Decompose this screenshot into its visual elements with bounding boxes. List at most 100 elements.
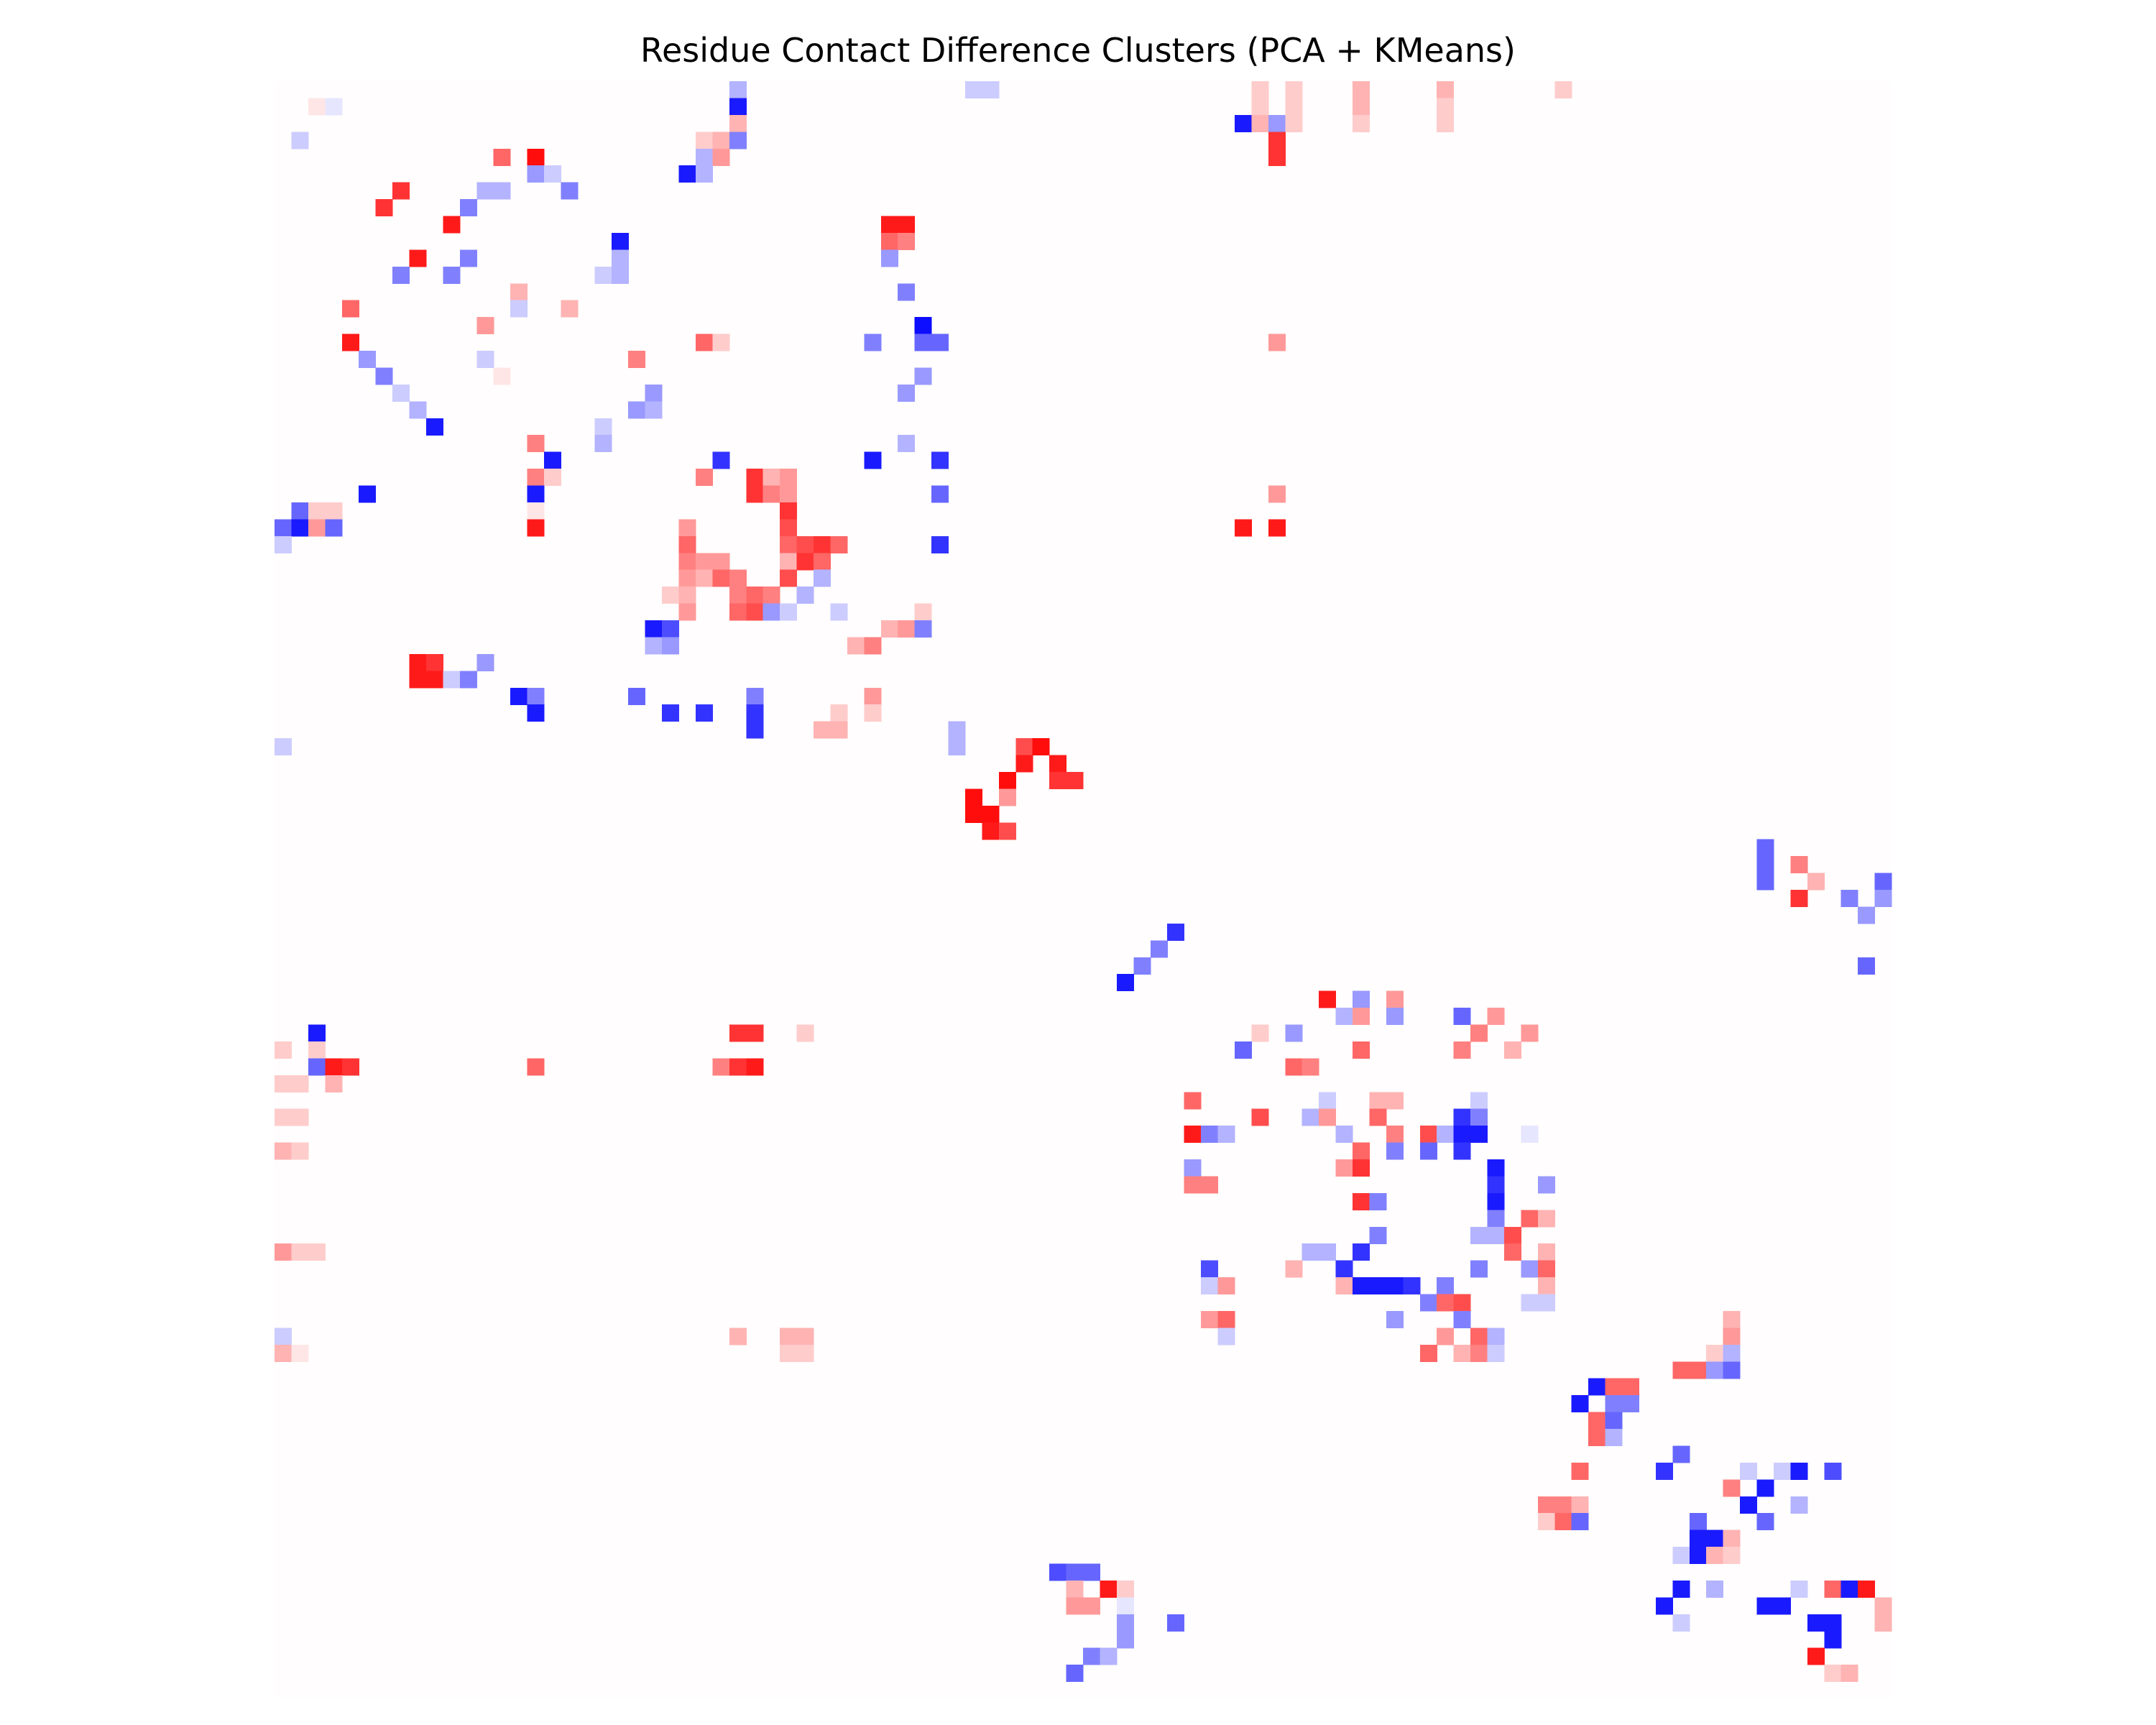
heatmap-cell	[527, 519, 545, 537]
heatmap-cell	[1100, 1647, 1118, 1665]
heatmap-cell	[1470, 1226, 1488, 1244]
heatmap-cell	[1841, 1580, 1858, 1598]
heatmap-cell	[729, 132, 747, 150]
heatmap-cell	[864, 451, 882, 469]
heatmap-cell	[628, 401, 646, 419]
heatmap-cell	[1353, 114, 1370, 132]
heatmap-cell	[291, 132, 309, 150]
heatmap-cell	[1116, 974, 1134, 992]
heatmap-cell	[898, 384, 916, 402]
heatmap-cell	[880, 232, 898, 250]
heatmap-cell	[1234, 519, 1252, 537]
heatmap-cell	[864, 334, 882, 351]
heatmap-cell	[1319, 1092, 1337, 1110]
heatmap-cell	[1116, 1631, 1134, 1649]
heatmap-cell	[1824, 1580, 1842, 1598]
heatmap-cell	[1756, 839, 1774, 857]
heatmap-cell	[1773, 1597, 1791, 1615]
heatmap-cell	[1234, 1041, 1252, 1059]
heatmap-cell	[982, 81, 1000, 99]
heatmap-cell	[1049, 1563, 1067, 1581]
heatmap-cell	[308, 1024, 326, 1042]
heatmap-cell	[1217, 1328, 1235, 1346]
heatmap-cell	[780, 603, 798, 621]
heatmap-cell	[712, 1058, 730, 1076]
heatmap-cell	[746, 586, 764, 604]
heatmap-cell	[1689, 1530, 1707, 1547]
heatmap-cell	[1453, 1108, 1471, 1126]
heatmap-cell	[1723, 1310, 1741, 1328]
heatmap-cell	[1790, 1580, 1808, 1598]
heatmap-cell	[1353, 1041, 1370, 1059]
heatmap-cell	[1251, 114, 1269, 132]
heatmap-cell	[1874, 1597, 1892, 1615]
heatmap-cell	[291, 1108, 309, 1126]
heatmap-cell	[1537, 1294, 1555, 1312]
heatmap-cell	[1521, 1260, 1539, 1278]
heatmap-cell	[1740, 1496, 1758, 1514]
heatmap-cell	[1268, 519, 1286, 537]
heatmap-cell	[1537, 1513, 1555, 1531]
heatmap-cell	[1453, 1344, 1471, 1362]
heatmap-cell	[510, 300, 528, 318]
heatmap-cell	[746, 485, 764, 503]
heatmap-cell	[1353, 1142, 1370, 1160]
heatmap-cell	[1858, 906, 1876, 924]
heatmap-cell	[1268, 334, 1286, 351]
heatmap-cell	[695, 553, 713, 571]
heatmap-cell	[1437, 81, 1455, 99]
heatmap-cell	[1824, 1462, 1842, 1480]
heatmap-cell	[982, 805, 1000, 823]
heatmap-cell	[1571, 1395, 1589, 1413]
heatmap-cell	[359, 485, 377, 503]
heatmap-cell	[1184, 1126, 1202, 1144]
heatmap-cell	[1756, 1513, 1774, 1531]
heatmap-cell	[1521, 1210, 1539, 1228]
heatmap-cell	[1470, 1260, 1488, 1278]
heatmap-cell	[1470, 1092, 1488, 1110]
heatmap-cell	[275, 1142, 292, 1160]
heatmap-cell	[1470, 1328, 1488, 1346]
heatmap-cell	[1487, 1210, 1505, 1228]
heatmap-cell	[1083, 1563, 1101, 1581]
heatmap-cell	[796, 586, 814, 604]
heatmap-cell	[1369, 1192, 1387, 1210]
heatmap-cell	[1268, 114, 1286, 132]
heatmap-cell	[1588, 1378, 1606, 1396]
heatmap-cell	[1487, 1192, 1505, 1210]
heatmap-cell	[746, 1058, 764, 1076]
heatmap-cell	[898, 216, 916, 234]
heatmap-cell	[1251, 1024, 1269, 1042]
heatmap-cell	[275, 1108, 292, 1126]
heatmap-cell	[1706, 1580, 1724, 1598]
heatmap-cell	[695, 132, 713, 150]
heatmap-cell	[425, 418, 443, 436]
heatmap-cell	[1083, 1597, 1101, 1615]
heatmap-cell	[1723, 1328, 1741, 1346]
heatmap-cell	[1353, 1277, 1370, 1295]
heatmap-cell	[1756, 1597, 1774, 1615]
heatmap-cell	[1066, 1563, 1084, 1581]
heatmap-cell	[1369, 1092, 1387, 1110]
heatmap-cell	[493, 367, 511, 385]
heatmap-cell	[898, 620, 916, 638]
heatmap-cell	[1655, 1462, 1673, 1480]
heatmap-cell	[1706, 1344, 1724, 1362]
heatmap-cell	[1066, 1580, 1084, 1598]
heatmap-cell	[1353, 1192, 1370, 1210]
heatmap-cell	[1470, 1024, 1488, 1042]
heatmap-cell	[1335, 1260, 1353, 1278]
heatmap-cell	[1723, 1344, 1741, 1362]
heatmap-cell	[527, 502, 545, 520]
heatmap-cell	[662, 637, 680, 655]
heatmap-cell	[1874, 890, 1892, 908]
heatmap-cell	[459, 671, 477, 689]
heatmap-cell	[425, 653, 443, 671]
heatmap-cell	[527, 704, 545, 722]
heatmap-cell	[1319, 1243, 1337, 1261]
heatmap-cell	[712, 148, 730, 166]
heatmap-grid	[275, 81, 1892, 1698]
heatmap-cell	[898, 435, 916, 453]
heatmap-cell	[1824, 1631, 1842, 1649]
heatmap-cell	[645, 620, 663, 638]
